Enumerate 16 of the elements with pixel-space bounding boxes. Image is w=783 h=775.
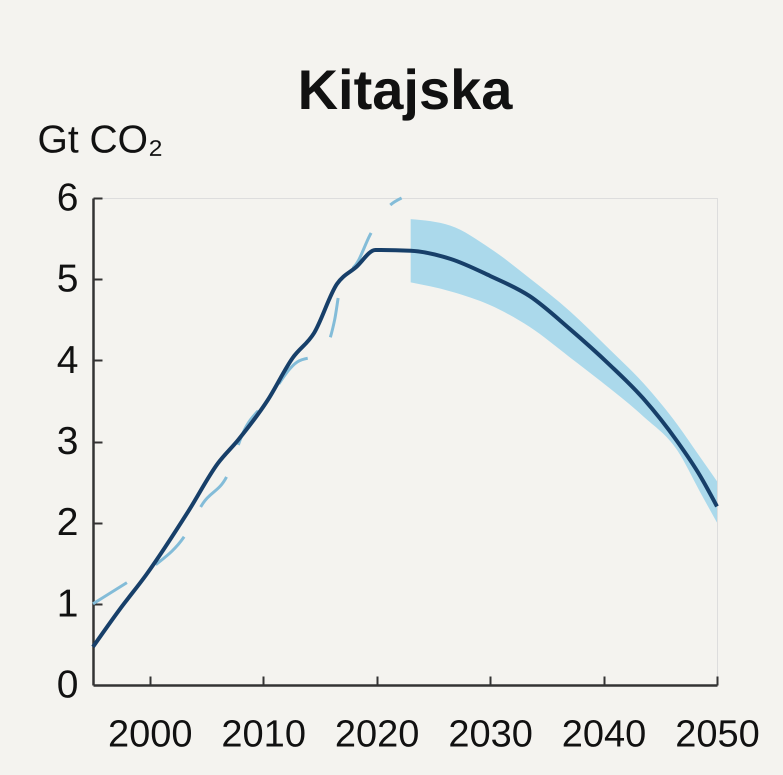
x-tick-label: 2030: [448, 714, 533, 756]
x-tick-label: 2050: [675, 714, 760, 756]
chart-title: Kitajska: [298, 58, 514, 121]
line-series: [91, 248, 719, 649]
y-tick-label: 0: [56, 664, 78, 706]
x-tick-label: 2010: [221, 714, 306, 756]
y-tick-label: 1: [56, 582, 78, 626]
x-tick-label: 2020: [334, 714, 420, 756]
x-tick-label: 2000: [108, 714, 192, 756]
y-tick-label: 3: [56, 420, 78, 463]
y-axis-title: Gt CO₂: [38, 118, 164, 162]
y-tick-label: 4: [56, 338, 78, 382]
y-tick-label: 5: [56, 258, 78, 301]
x-tick-label: 2040: [562, 714, 646, 756]
y-tick-label: 6: [56, 176, 78, 220]
y-tick-label: 2: [56, 501, 78, 544]
